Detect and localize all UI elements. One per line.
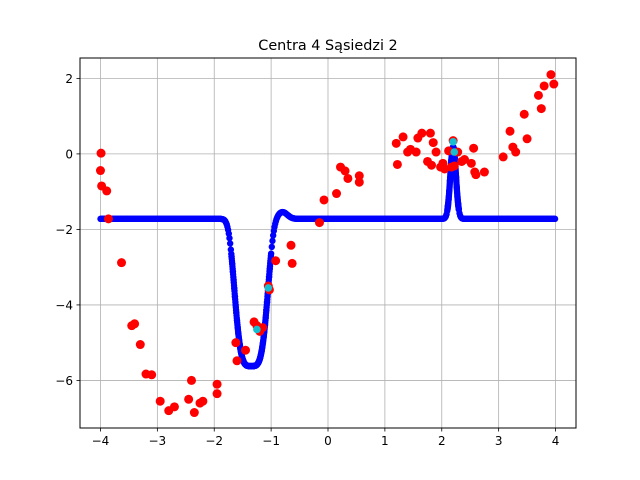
data-point xyxy=(417,128,427,138)
data-point xyxy=(431,147,441,157)
data-point xyxy=(102,186,112,196)
data-point xyxy=(96,148,106,158)
model-point xyxy=(268,243,276,251)
grid-lines xyxy=(80,58,576,428)
data-point xyxy=(536,104,546,114)
data-point xyxy=(147,370,157,380)
x-tick-label: 0 xyxy=(324,434,332,448)
model-point xyxy=(226,234,233,242)
data-point xyxy=(549,79,559,89)
data-point xyxy=(466,158,476,168)
data-point xyxy=(130,319,140,329)
data-point xyxy=(392,159,402,169)
data-point xyxy=(169,402,179,412)
data-point xyxy=(440,164,450,174)
data-point xyxy=(343,173,353,183)
data-point xyxy=(332,189,342,199)
data-point xyxy=(411,147,421,157)
x-tick-label: 1 xyxy=(381,434,389,448)
y-tick-label: 2 xyxy=(65,72,73,86)
data-point xyxy=(398,132,408,142)
data-point xyxy=(449,161,459,171)
data-point xyxy=(95,166,105,176)
data-point xyxy=(135,340,145,350)
center-point xyxy=(450,148,459,156)
data-point xyxy=(354,171,364,181)
data-point xyxy=(241,345,251,355)
data-point xyxy=(340,166,350,176)
x-tick-label: −2 xyxy=(205,434,223,448)
data-point xyxy=(271,256,281,266)
data-point xyxy=(505,126,515,136)
data-point xyxy=(533,90,543,100)
data-points-series xyxy=(95,70,559,418)
data-point xyxy=(522,134,532,144)
chart-title: Centra 4 Sąsiedzi 2 xyxy=(258,38,397,54)
center-point xyxy=(264,284,273,292)
axis-ticks: −4 −3 −2 −1 0 1 2 3 4 −6 −4 −2 0 2 xyxy=(55,72,559,448)
model-point xyxy=(269,237,276,245)
x-tick-label: 4 xyxy=(552,434,560,448)
y-tick-label: −6 xyxy=(55,374,73,388)
data-point xyxy=(498,152,508,162)
data-point xyxy=(511,147,521,157)
model-point xyxy=(455,206,463,213)
data-point xyxy=(286,240,296,250)
center-point xyxy=(449,138,457,146)
data-point xyxy=(189,408,199,418)
data-point xyxy=(479,167,489,177)
data-point xyxy=(155,396,165,406)
data-point xyxy=(460,155,470,165)
data-point xyxy=(103,214,113,224)
model-point xyxy=(551,215,559,223)
x-tick-label: −1 xyxy=(262,434,280,448)
data-point xyxy=(231,338,241,348)
model-point xyxy=(226,240,234,247)
data-point xyxy=(184,394,194,404)
data-point xyxy=(314,218,324,228)
data-point xyxy=(287,258,297,268)
data-point xyxy=(471,170,481,180)
data-point xyxy=(391,138,401,148)
data-point xyxy=(428,138,438,148)
x-tick-label: 3 xyxy=(495,434,503,448)
y-tick-label: −4 xyxy=(55,298,73,312)
x-tick-label: 2 xyxy=(438,434,446,448)
center-points-series xyxy=(253,138,459,334)
data-point xyxy=(546,70,556,80)
y-tick-label: 0 xyxy=(65,147,73,161)
data-point xyxy=(539,81,549,91)
x-tick-label: −4 xyxy=(92,434,110,448)
x-tick-label: −3 xyxy=(149,434,167,448)
data-point xyxy=(198,396,208,406)
data-point xyxy=(469,143,479,153)
data-point xyxy=(117,258,127,268)
center-point xyxy=(253,325,261,334)
data-point xyxy=(425,128,435,138)
data-point xyxy=(232,356,242,366)
y-tick-label: −2 xyxy=(55,223,73,237)
data-point xyxy=(186,375,196,385)
model-curve-series xyxy=(97,143,559,370)
data-point xyxy=(427,160,437,170)
data-point xyxy=(354,177,364,187)
data-point xyxy=(319,195,329,205)
data-point xyxy=(212,389,222,399)
data-point xyxy=(212,379,222,389)
data-point xyxy=(519,109,529,119)
